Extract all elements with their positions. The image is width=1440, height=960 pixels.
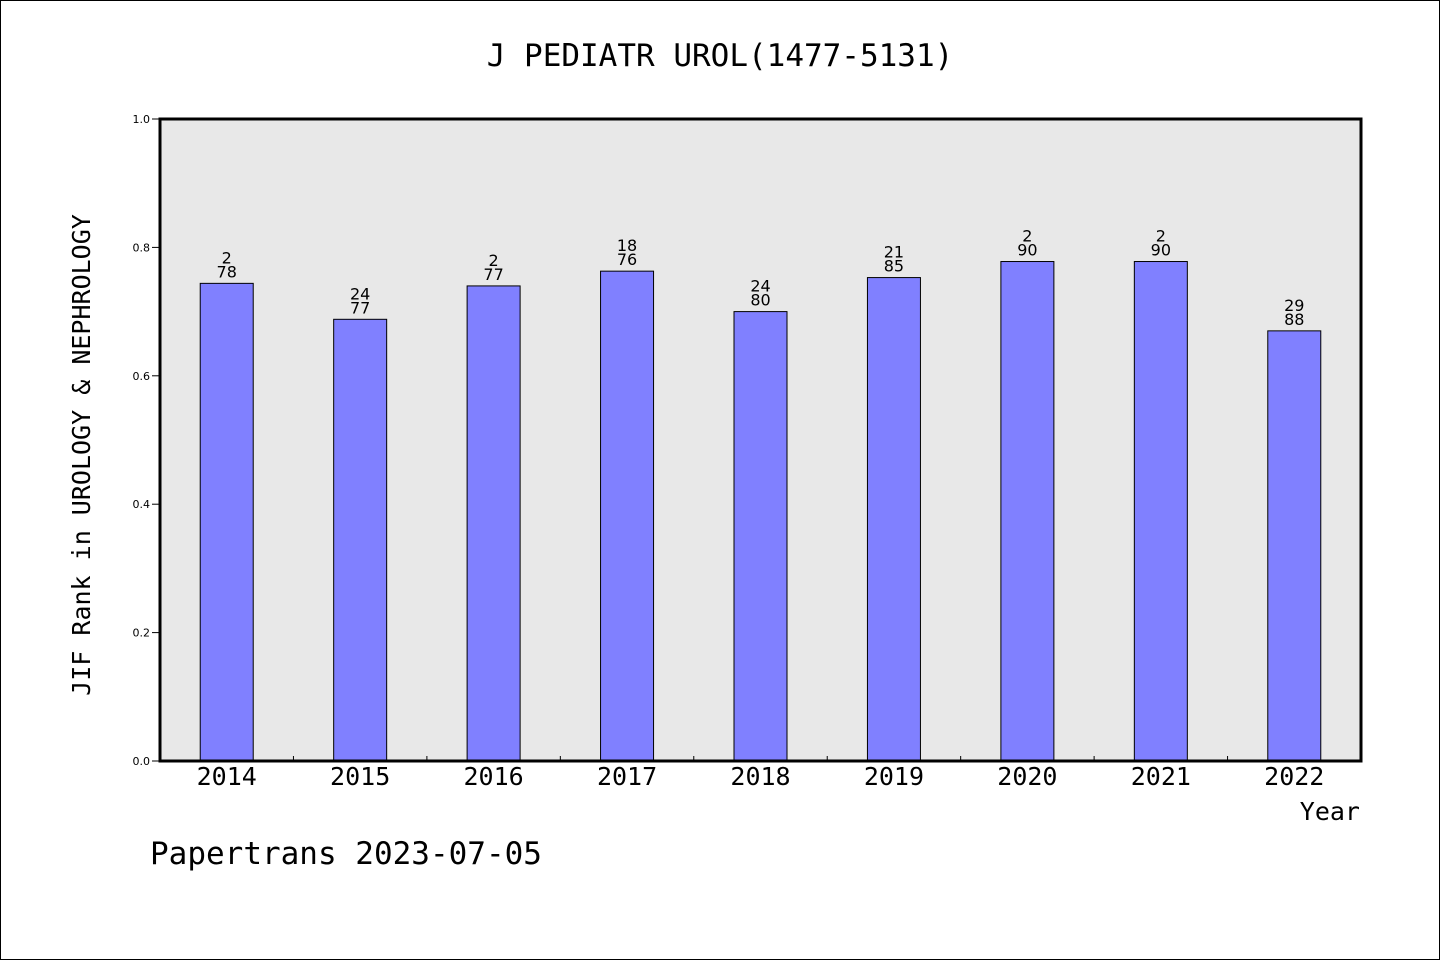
rank-label: 18 xyxy=(617,236,637,255)
y-tick-label: 1.0 xyxy=(133,113,151,126)
bar-2022 xyxy=(1267,330,1322,762)
total-label: 77 xyxy=(350,298,370,317)
x-tick-label: 2021 xyxy=(1131,762,1191,791)
y-tick-label: 0.8 xyxy=(133,241,151,254)
x-tick-label: 2015 xyxy=(330,762,390,791)
y-tick-label: 0.2 xyxy=(133,627,151,640)
x-tick-label: 2020 xyxy=(997,762,1057,791)
x-axis-label: Year xyxy=(1300,797,1360,826)
rank-label: 24 xyxy=(350,284,370,303)
x-tick-label: 2022 xyxy=(1264,762,1324,791)
rank-label: 24 xyxy=(750,277,770,296)
total-label: 77 xyxy=(483,265,503,284)
total-label: 80 xyxy=(750,291,770,310)
x-tick-label: 2018 xyxy=(730,762,790,791)
bar-2020 xyxy=(1000,261,1055,762)
bar-2021 xyxy=(1133,261,1188,762)
y-tick-label: 0.4 xyxy=(133,498,151,511)
x-tick-label: 2014 xyxy=(197,762,257,791)
chart-title: J PEDIATR UROL(1477-5131) xyxy=(487,38,954,74)
rank-label: 21 xyxy=(884,243,904,262)
x-tick-label: 2017 xyxy=(597,762,657,791)
bar-2014 xyxy=(199,282,254,762)
y-axis-label: JIF Rank in UROLOGY & NEPHROLOGY xyxy=(67,214,96,696)
x-axis-ticks: 2014 2015 2016 2017 2018 2019 2020 2021 2022 xyxy=(197,756,1324,791)
bar-2016 xyxy=(466,285,521,762)
plot-border xyxy=(158,117,1363,763)
total-label: 88 xyxy=(1284,310,1304,329)
total-label: 90 xyxy=(1017,241,1037,260)
y-axis-ticks: 0.0 0.2 0.4 0.6 0.8 1.0 xyxy=(133,113,160,768)
x-tick-label: 2019 xyxy=(864,762,924,791)
y-tick-label: 0.0 xyxy=(133,755,151,768)
x-tick-label: 2016 xyxy=(464,762,524,791)
bar-2019 xyxy=(866,277,921,762)
total-label: 90 xyxy=(1151,241,1171,260)
total-label: 78 xyxy=(217,262,237,281)
bar-2015 xyxy=(333,318,388,762)
y-tick-label: 0.6 xyxy=(133,370,151,383)
rank-label: 2 xyxy=(222,248,232,267)
bar-2018 xyxy=(733,311,788,762)
bar-2017 xyxy=(600,270,655,762)
rank-label: 2 xyxy=(489,251,499,270)
total-label: 76 xyxy=(617,250,637,269)
footer-text: Papertrans 2023-07-05 xyxy=(150,836,542,872)
bars xyxy=(199,261,1322,762)
rank-label: 2 xyxy=(1156,227,1166,246)
total-label: 85 xyxy=(884,257,904,276)
rank-label: 29 xyxy=(1284,296,1304,315)
rank-label: 2 xyxy=(1022,227,1032,246)
